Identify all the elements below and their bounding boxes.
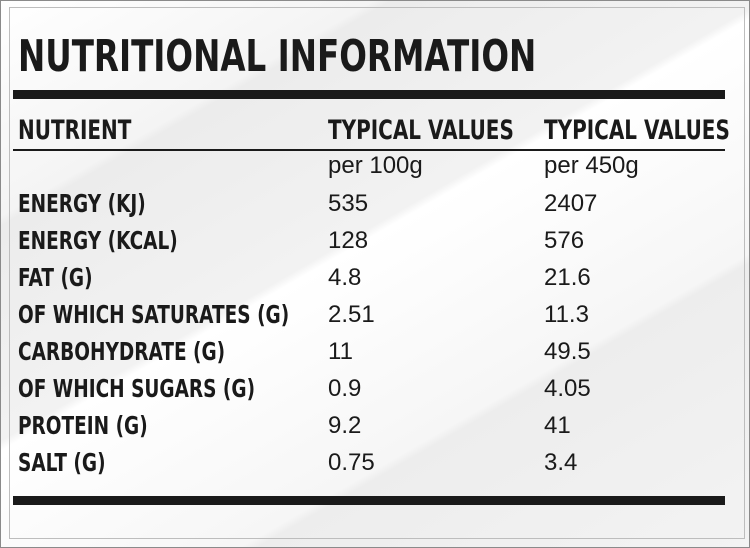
header-nutrient: NUTRIENT — [18, 115, 132, 146]
table-row: SALT (G) 0.75 3.4 — [1, 444, 749, 481]
nutrient-name: ENERGY (KJ) — [18, 189, 146, 218]
table-row: FAT (G) 4.8 21.6 — [1, 259, 749, 296]
nutrient-name: FAT (G) — [18, 263, 93, 292]
header-typical-450: TYPICAL VALUES — [544, 115, 730, 146]
value-per-100g: 11 — [328, 338, 353, 365]
value-per-450g: 41 — [544, 412, 571, 439]
value-per-100g: 9.2 — [328, 412, 362, 439]
value-per-100g: 4.8 — [328, 264, 362, 291]
unit-per-450g: per 450g — [544, 152, 639, 179]
nutrient-name: CARBOHYDRATE (G) — [18, 337, 226, 366]
table-row: ENERGY (KJ) 535 2407 — [1, 185, 749, 222]
value-per-450g: 4.05 — [544, 375, 591, 402]
header-typical-100: TYPICAL VALUES — [328, 115, 514, 146]
table-row: OF WHICH SATURATES (G) 2.51 11.3 — [1, 296, 749, 333]
table-row: OF WHICH SUGARS (G) 0.9 4.05 — [1, 370, 749, 407]
value-per-450g: 3.4 — [544, 449, 578, 476]
value-per-450g: 49.5 — [544, 338, 591, 365]
table-row: PROTEIN (G) 9.2 41 — [1, 407, 749, 444]
nutrient-name: OF WHICH SUGARS (G) — [18, 374, 256, 403]
unit-per-100g: per 100g — [328, 152, 423, 179]
value-per-100g: 2.51 — [328, 301, 375, 328]
value-per-100g: 535 — [328, 190, 369, 217]
label-frame — [9, 7, 745, 539]
table-row: CARBOHYDRATE (G) 11 49.5 — [1, 333, 749, 370]
footer-divider — [13, 496, 725, 505]
value-per-100g: 128 — [328, 227, 369, 254]
value-per-450g: 576 — [544, 227, 585, 254]
value-per-100g: 0.75 — [328, 449, 375, 476]
value-per-100g: 0.9 — [328, 375, 362, 402]
nutrient-name: OF WHICH SATURATES (G) — [18, 300, 290, 329]
value-per-450g: 11.3 — [544, 301, 589, 328]
title-divider — [13, 90, 725, 99]
nutrient-name: PROTEIN (G) — [18, 411, 148, 440]
value-per-450g: 21.6 — [544, 264, 591, 291]
nutrient-name: SALT (G) — [18, 448, 106, 477]
label-title: NUTRITIONAL INFORMATION — [18, 31, 537, 82]
value-per-450g: 2407 — [544, 190, 598, 217]
nutrient-name: ENERGY (KCAL) — [18, 226, 178, 255]
table-row: ENERGY (KCAL) 128 576 — [1, 222, 749, 259]
header-divider — [13, 149, 725, 151]
